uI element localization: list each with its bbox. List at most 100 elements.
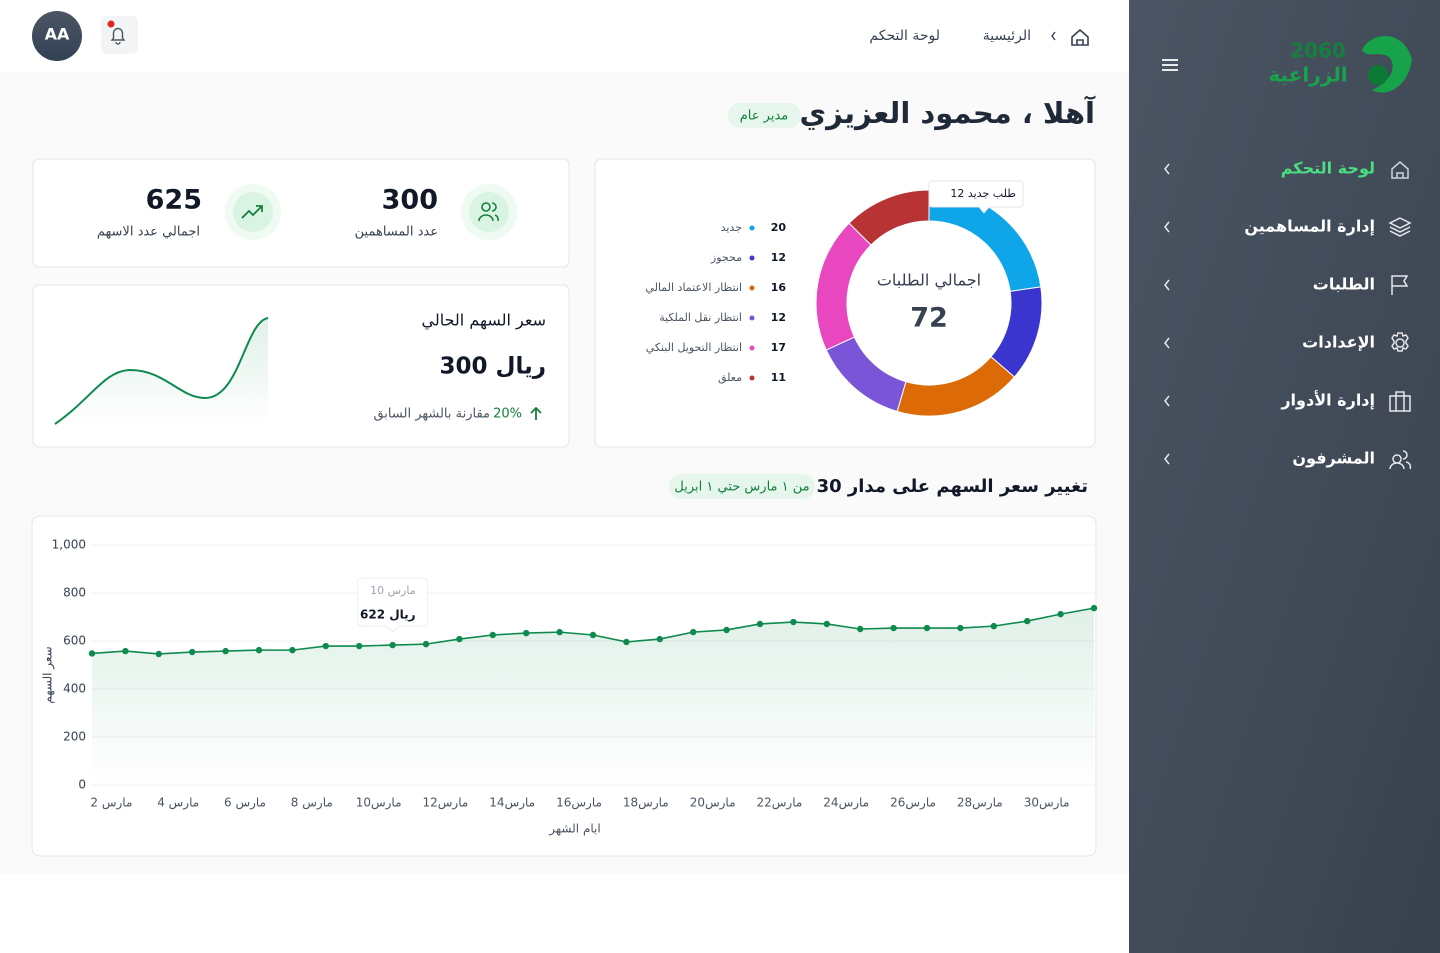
legend-label: جديد <box>721 221 742 234</box>
point[interactable] <box>990 622 997 630</box>
legend-label: انتظار الاعتماد المالي <box>645 281 742 294</box>
legend-label: محجوز <box>710 251 742 264</box>
nav-item[interactable]: الإعدادات <box>1164 332 1409 352</box>
role-label: مدير عام <box>740 109 788 124</box>
breadcrumb-item[interactable]: لوحة التحكم <box>869 28 940 44</box>
x-tick-label: 12مارس <box>422 796 468 811</box>
stat-icon-bg <box>469 192 509 232</box>
point[interactable] <box>556 628 563 636</box>
legend-value: 20 <box>771 221 787 234</box>
point[interactable] <box>456 635 463 643</box>
point[interactable] <box>289 646 296 654</box>
price-change-label: مقارنة بالشهر السابق <box>373 407 490 422</box>
legend-label: معلق <box>718 371 742 385</box>
chart-subtitle: من ١ مارس حتي ١ ابريل <box>674 480 809 495</box>
role-badge <box>728 103 801 128</box>
point[interactable] <box>756 620 764 628</box>
users-icon <box>478 202 499 222</box>
nav-chevron <box>1164 395 1170 407</box>
nav-label: الإعدادات <box>1302 333 1375 352</box>
point[interactable] <box>322 642 329 650</box>
up-arrow <box>530 406 542 420</box>
nav-chevron <box>1164 279 1170 291</box>
chart-title: تغيير سعر السهم على مدار 30 يوم <box>779 476 1088 497</box>
legend-dot <box>749 375 755 381</box>
nav-icon <box>1391 161 1409 179</box>
point[interactable] <box>489 631 496 639</box>
welcome-title: آهلا ، محمود العزيزي <box>800 95 1097 130</box>
menu-toggle[interactable] <box>1162 59 1178 71</box>
nav-icon <box>1389 391 1411 412</box>
trend-icon <box>241 205 263 219</box>
point[interactable] <box>1023 617 1031 625</box>
point[interactable] <box>1057 610 1064 618</box>
nav-chevron <box>1164 221 1170 233</box>
stat-label: اجمالي عدد الاسهم <box>97 225 200 240</box>
donut-center-label: اجمالي الطلبات <box>877 271 981 291</box>
point[interactable] <box>88 650 96 657</box>
legend-dot <box>749 225 755 231</box>
avatar[interactable] <box>32 11 82 61</box>
x-tick-label: 28مارس <box>957 796 1003 811</box>
y-tick-label: 1,000 <box>52 538 86 552</box>
legend-value: 12 <box>771 311 786 324</box>
y-tick-label: 0 <box>78 778 86 792</box>
breadcrumb-item[interactable]: الرئيسية <box>983 28 1031 44</box>
donut-total: 72 <box>910 303 948 334</box>
legend-dot <box>749 345 755 351</box>
point[interactable] <box>122 647 129 655</box>
x-tick-label: 2 مارس <box>90 796 132 811</box>
point[interactable] <box>656 635 663 643</box>
point[interactable] <box>356 642 363 650</box>
x-tick-label: 20مارس <box>690 796 736 811</box>
point[interactable] <box>189 648 196 656</box>
nav-item[interactable]: إدارة المساهمين <box>1164 217 1412 237</box>
point[interactable] <box>690 628 697 636</box>
point[interactable] <box>823 620 830 628</box>
x-tick-label: 14مارس <box>489 796 535 811</box>
nav-label: إدارة الأدوار <box>1280 391 1375 410</box>
legend-value: 16 <box>771 281 787 294</box>
point[interactable] <box>255 646 263 654</box>
point[interactable] <box>589 631 597 639</box>
legend-label: انتظار نقل الملكية <box>659 311 742 324</box>
tooltip-value: 622 ريال <box>360 608 416 622</box>
point[interactable] <box>890 624 897 632</box>
point[interactable] <box>857 625 864 633</box>
point[interactable] <box>923 624 931 632</box>
y-tick-label: 400 <box>63 682 86 696</box>
nav-icon <box>1391 332 1409 352</box>
x-tick-label: 26مارس <box>890 796 936 811</box>
point[interactable] <box>623 638 630 646</box>
nav-label: إدارة المساهمين <box>1244 217 1375 236</box>
point[interactable] <box>790 618 797 626</box>
nav-label: الطلبات <box>1313 275 1375 294</box>
nav-item[interactable]: إدارة الأدوار <box>1164 391 1411 412</box>
notifications[interactable] <box>101 16 138 54</box>
y-tick-label: 200 <box>63 730 86 744</box>
point[interactable] <box>222 647 229 655</box>
stat-value: 625 <box>146 185 202 216</box>
point[interactable] <box>155 650 162 658</box>
stat-value: 300 <box>382 185 438 216</box>
logo[interactable]: 2060 الزراعية <box>1268 36 1412 93</box>
point[interactable] <box>1090 604 1098 612</box>
point[interactable] <box>723 626 730 634</box>
nav-item[interactable]: لوحة التحكم <box>1164 159 1409 179</box>
x-tick-label: 18مارس <box>623 796 669 811</box>
home-icon[interactable] <box>1071 28 1089 46</box>
point[interactable] <box>422 640 430 648</box>
point[interactable] <box>957 624 964 632</box>
topbar <box>0 0 1129 72</box>
nav-item[interactable]: المشرفون <box>1164 449 1412 470</box>
nav-chevron <box>1164 163 1170 175</box>
nav-item[interactable]: الطلبات <box>1164 275 1409 296</box>
point[interactable] <box>389 641 396 649</box>
tooltip-text: 12 طلب جديد <box>950 187 1016 200</box>
legend-dot <box>749 285 755 291</box>
price-value: 300 ريال <box>439 354 546 380</box>
stats-card <box>32 158 570 268</box>
point[interactable] <box>523 629 530 637</box>
